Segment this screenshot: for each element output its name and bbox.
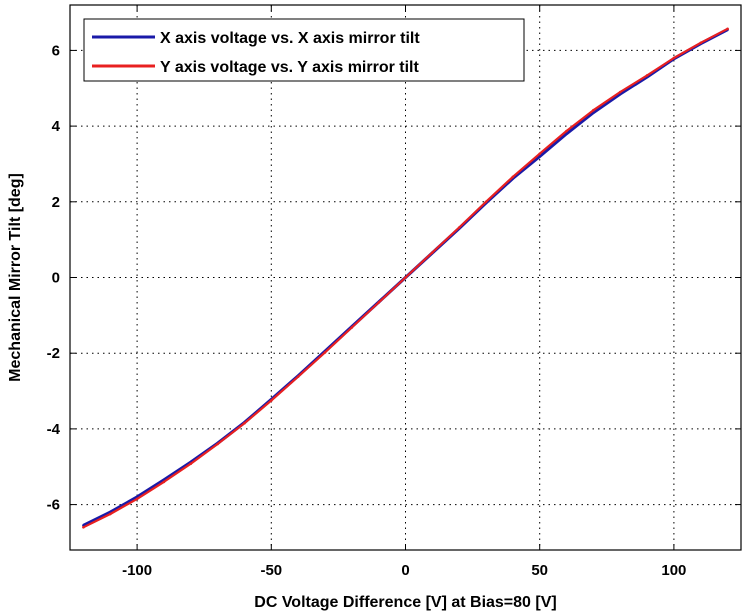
data-point [243, 421, 246, 425]
data-point [672, 56, 676, 60]
y-tick-label: -6 [47, 497, 60, 514]
data-point [189, 462, 193, 466]
data-point [270, 399, 273, 402]
data-point [323, 351, 327, 354]
data-point [296, 375, 300, 378]
data-point [511, 175, 515, 179]
y-tick-label: 6 [52, 42, 60, 59]
x-tick-label: 0 [401, 562, 409, 579]
y-axis-label: Mechanical Mirror Tilt [deg] [7, 173, 24, 382]
data-point [431, 251, 434, 254]
x-tick-label: 100 [661, 562, 686, 579]
data-point [726, 27, 729, 31]
legend: X axis voltage vs. X axis mirror tilt Y … [83, 18, 525, 82]
data-point [618, 90, 622, 94]
data-point [216, 442, 219, 446]
y-tick-label: 4 [52, 118, 61, 135]
legend-box [83, 18, 525, 82]
data-point [565, 132, 568, 135]
x-tick-label: -100 [122, 562, 152, 579]
data-point [135, 497, 139, 501]
series-layer [82, 27, 729, 529]
data-point [645, 74, 649, 77]
data-point [377, 301, 380, 304]
data-point [538, 152, 541, 156]
data-point [457, 226, 461, 229]
y-tick-label: -2 [47, 345, 60, 362]
x-tick-label: 50 [531, 562, 548, 579]
data-point [484, 200, 488, 204]
tick-layer: -100 -50 0 50 100 -6 -4 -2 0 2 4 6 [47, 5, 741, 579]
x-axis-label: DC Voltage Difference [V] at Bias=80 [V] [254, 594, 556, 611]
legend-entry-x-axis: X axis voltage vs. X axis mirror tilt [160, 30, 420, 47]
data-point [565, 129, 568, 133]
data-point [82, 525, 85, 529]
y-tick-label: 2 [52, 194, 60, 211]
data-point [108, 512, 112, 516]
y-tick-label: 0 [52, 270, 60, 287]
y-tick-label: -4 [47, 421, 61, 438]
legend-entry-y-axis: Y axis voltage vs. Y axis mirror tilt [160, 59, 419, 76]
data-point [592, 108, 595, 112]
data-point [404, 276, 407, 279]
data-point [699, 41, 703, 45]
data-point [162, 480, 166, 484]
data-point [538, 155, 541, 158]
data-point [350, 326, 354, 329]
x-tick-label: -50 [260, 562, 282, 579]
